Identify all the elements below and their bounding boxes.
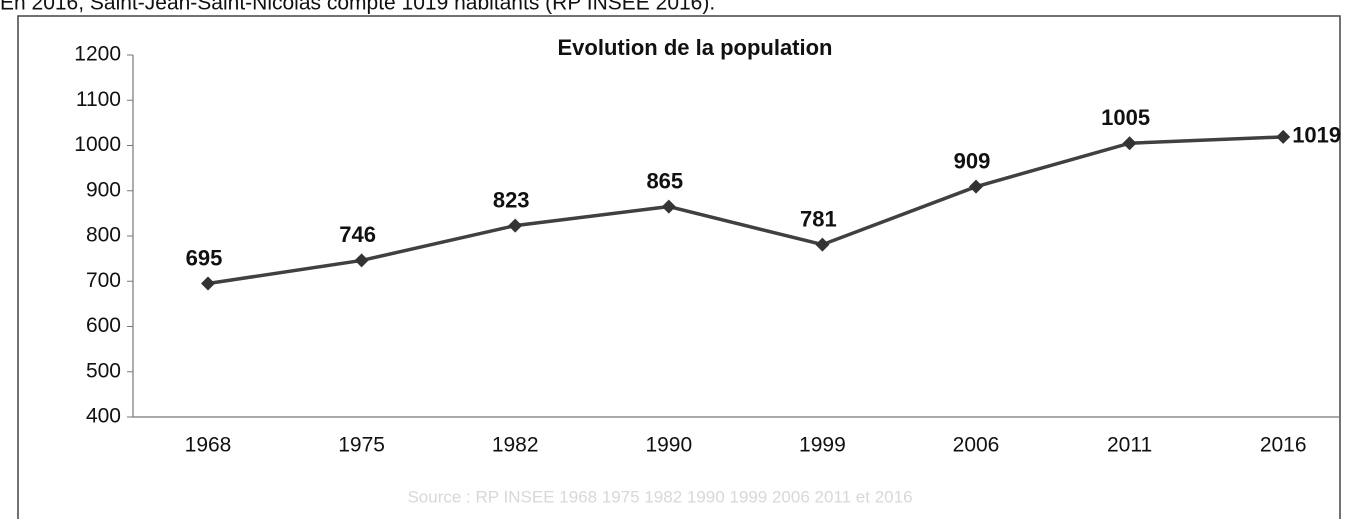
- intro-text: En 2016, Saint-Jean-Saint-Nicolas compte…: [0, 0, 715, 15]
- marker: [1122, 136, 1137, 151]
- x-tick-label: 1975: [338, 434, 385, 457]
- data-label: 746: [339, 222, 376, 247]
- x-tick-label: 1982: [492, 434, 539, 457]
- data-label: 865: [646, 168, 683, 193]
- data-label: 781: [800, 206, 837, 231]
- marker: [815, 237, 830, 252]
- y-tick-label: 1000: [74, 133, 121, 156]
- marker: [661, 199, 676, 214]
- chart-frame: [17, 15, 1341, 519]
- line: [207, 135, 1284, 286]
- x-tick-label: 1999: [799, 434, 846, 457]
- y-tick-label: 900: [86, 178, 121, 201]
- x-tick-label: 1990: [645, 434, 692, 457]
- data-label: 1005: [1101, 105, 1150, 130]
- data-label: 909: [954, 148, 991, 173]
- marker: [354, 253, 369, 268]
- y-tick-label: 700: [86, 269, 121, 292]
- y-tick-label: 400: [86, 405, 121, 428]
- x-tick-label: 2011: [1107, 434, 1152, 457]
- chart-title: Evolution de la population: [558, 35, 833, 60]
- data-label: 1019: [1292, 123, 1341, 148]
- marker: [508, 218, 523, 233]
- x-tick-label: 2016: [1260, 434, 1307, 457]
- y-tick-label: 1200: [74, 43, 121, 66]
- y-tick-label: 800: [86, 224, 121, 247]
- x-tick-label: 2006: [953, 434, 1000, 457]
- y-tick-label: 500: [86, 359, 121, 382]
- y-tick-label: 600: [86, 314, 121, 337]
- marker: [1276, 129, 1291, 144]
- marker: [201, 276, 215, 291]
- y-tick-label: 1100: [76, 88, 121, 111]
- source-note: Source : RP INSEE 1968 1975 1982 1990 19…: [407, 487, 912, 506]
- data-label: 695: [186, 245, 223, 270]
- data-label: 823: [493, 187, 530, 212]
- marker: [969, 179, 983, 194]
- x-tick-label: 1968: [185, 434, 232, 457]
